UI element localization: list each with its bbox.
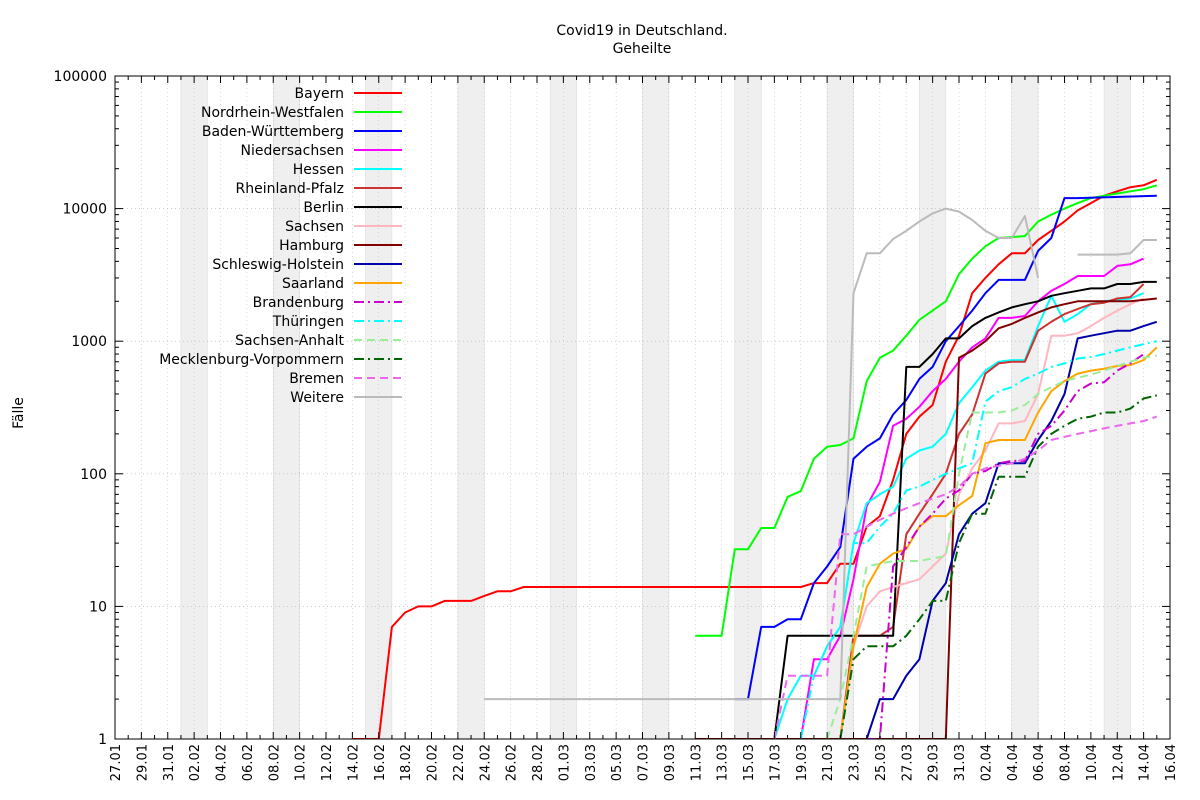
legend-label: Saarland xyxy=(282,276,344,292)
legend-label: Hamburg xyxy=(279,238,344,254)
x-tick-label: 25.03 xyxy=(874,744,889,781)
series-line xyxy=(813,297,1144,739)
x-tick-label: 07.03 xyxy=(637,744,652,781)
legend-label: Thüringen xyxy=(272,314,344,330)
x-tick-label: 04.02 xyxy=(215,744,230,781)
legend-label: Weitere xyxy=(290,390,344,406)
x-tick-label: 09.03 xyxy=(663,744,678,781)
x-tick-label: 13.03 xyxy=(716,744,731,781)
x-tick-label: 29.03 xyxy=(927,744,942,781)
series-line xyxy=(866,353,1145,739)
series-line xyxy=(826,354,1157,739)
x-tick-label: 31.01 xyxy=(162,744,177,781)
legend-label: Baden-Württemberg xyxy=(202,124,344,140)
x-tick-label: 21.03 xyxy=(821,744,836,781)
series-line xyxy=(773,415,1158,739)
legend-label: Berlin xyxy=(303,200,344,216)
x-tick-label: 20.02 xyxy=(426,744,441,781)
series-line xyxy=(484,207,1157,701)
weekend-band xyxy=(273,75,300,740)
series-line xyxy=(773,280,1157,739)
series-line xyxy=(695,184,1158,637)
series-line xyxy=(839,394,1158,739)
legend-label: Schleswig-Holstein xyxy=(212,257,344,273)
x-tick-label: 27.01 xyxy=(109,744,124,781)
series-line xyxy=(773,292,1144,739)
chart-title: Covid19 in Deutschland. xyxy=(556,23,727,39)
axis-ticks: 1 10 100 1000 10000 100000 27.01 29.01 31.01 02.0… xyxy=(54,69,1179,781)
y-tick-label: 100000 xyxy=(54,69,107,85)
x-tick-label: 28.02 xyxy=(531,744,546,781)
x-tick-label: 17.03 xyxy=(768,744,783,781)
y-tick-label: 1 xyxy=(98,732,107,748)
x-tick-label: 14.04 xyxy=(1138,744,1153,781)
series-line xyxy=(799,340,1158,739)
series-layer xyxy=(352,178,1158,739)
x-tick-label: 27.03 xyxy=(900,744,915,781)
x-tick-label: 12.02 xyxy=(320,744,335,781)
x-tick-label: 06.02 xyxy=(241,744,256,781)
grid xyxy=(115,76,1170,739)
weekend-band xyxy=(734,75,762,740)
x-tick-label: 08.02 xyxy=(267,744,282,781)
x-tick-label: 16.04 xyxy=(1164,744,1179,781)
x-tick-label: 01.03 xyxy=(557,744,572,781)
x-tick-label: 04.04 xyxy=(1006,744,1021,781)
x-tick-label: 14.02 xyxy=(346,744,361,781)
weekend-band xyxy=(457,75,485,740)
weekend-band xyxy=(1103,75,1131,740)
x-tick-label: 10.02 xyxy=(294,744,309,781)
x-tick-label: 19.03 xyxy=(795,744,810,781)
x-tick-label: 05.03 xyxy=(610,744,625,781)
weekend-band xyxy=(1011,75,1039,740)
x-tick-label: 02.02 xyxy=(188,744,203,781)
y-tick-label: 10 xyxy=(89,599,107,615)
series-line xyxy=(839,283,1145,739)
chart-subtitle: Geheilte xyxy=(613,41,672,57)
x-tick-label: 15.03 xyxy=(742,744,757,781)
weekend-band xyxy=(642,75,670,740)
legend-label: Sachsen xyxy=(285,219,344,235)
x-tick-label: 16.02 xyxy=(373,744,388,781)
legend-label: Bremen xyxy=(289,371,344,387)
series-line xyxy=(695,297,1157,739)
x-tick-label: 23.03 xyxy=(848,744,863,781)
x-tick-label: 10.04 xyxy=(1085,744,1100,781)
x-tick-label: 02.04 xyxy=(979,744,994,781)
weekend-shading xyxy=(180,75,1131,740)
series-line xyxy=(839,346,1158,739)
y-axis-label: Fälle xyxy=(11,397,27,429)
x-tick-label: 22.02 xyxy=(452,744,467,781)
x-tick-label: 31.03 xyxy=(953,744,968,781)
x-tick-label: 26.02 xyxy=(505,744,520,781)
x-tick-label: 06.04 xyxy=(1032,744,1047,781)
legend-label: Hessen xyxy=(293,162,344,178)
x-tick-label: 18.02 xyxy=(399,744,414,781)
legend-label: Nordrhein-Westfalen xyxy=(201,105,344,121)
series-line xyxy=(734,194,1157,701)
legend-label: Sachsen-Anhalt xyxy=(235,333,344,349)
x-tick-label: 24.02 xyxy=(478,744,493,781)
x-tick-label: 11.03 xyxy=(689,744,704,781)
x-tick-label: 08.04 xyxy=(1059,744,1074,781)
weekend-band xyxy=(365,75,393,740)
legend-label: Mecklenburg-Vorpommern xyxy=(159,352,344,368)
legend-label: Rheinland-Pfalz xyxy=(236,181,344,197)
weekend-band xyxy=(180,75,208,740)
x-tick-label: 12.04 xyxy=(1111,744,1126,781)
legend: Bayern Nordrhein-Westfalen Baden-Württembe… xyxy=(159,86,402,406)
weekend-band xyxy=(549,75,577,740)
x-tick-label: 29.01 xyxy=(135,744,150,781)
x-tick-label: 03.03 xyxy=(584,744,599,781)
legend-label: Brandenburg xyxy=(253,295,344,311)
series-line xyxy=(352,178,1158,739)
legend-label: Niedersachsen xyxy=(241,143,344,159)
y-tick-label: 1000 xyxy=(71,334,107,350)
y-tick-label: 100 xyxy=(80,467,107,483)
y-tick-label: 10000 xyxy=(62,202,107,218)
legend-label: Bayern xyxy=(295,86,344,102)
